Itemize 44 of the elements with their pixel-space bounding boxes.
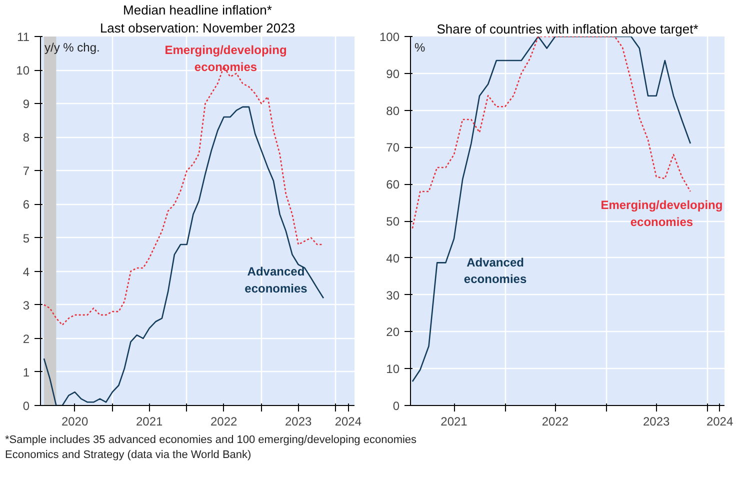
y-tick-label: 60 [386, 178, 400, 192]
text: *Sample includes 35 advanced economies and 100 emerging/developing economies [5, 434, 417, 446]
y-tick-label: 20 [386, 325, 400, 340]
text: Emerging/developing economies [600, 198, 723, 230]
y-tick-label: 90 [386, 66, 400, 81]
y-tick-label: 50 [386, 214, 400, 228]
y-tick-label: 0 [22, 399, 30, 413]
x-tick-label: 2023 [285, 414, 312, 428]
y-tick-label: 4 [22, 264, 30, 279]
y-tick-label: 10 [16, 64, 30, 78]
x-tick-label: 2020 [61, 414, 88, 428]
y-tick-label: 5 [22, 231, 30, 246]
y-tick-label: 70 [386, 140, 400, 155]
y-tick-label: 8 [22, 130, 30, 145]
y-tick-label: 0 [392, 399, 400, 413]
y-axis-title: % [414, 40, 426, 54]
y-tick-label: 6 [22, 198, 30, 212]
series-label: Emerging/developing economies [164, 43, 287, 74]
y-tick-label: 30 [386, 288, 400, 302]
chart-title: Median headline inflation* [123, 2, 272, 18]
line-series [43, 106, 324, 406]
y-tick-label: 2 [22, 332, 30, 346]
series-label: Advanced economies [244, 264, 308, 296]
chart-subtitle: Last observation: November 2023 [100, 20, 296, 36]
x-tick-label: 2021 [440, 414, 468, 428]
y-tick-label: 100 [379, 30, 400, 44]
y-tick-label: 9 [22, 97, 30, 112]
y-tick-label: 40 [386, 251, 400, 266]
x-tick-label: 2022 [210, 414, 238, 428]
series-label: Advanced economies [464, 255, 527, 286]
y-tick-label: 7 [22, 164, 30, 178]
chart-title: Share of countries with inflation above target* [436, 22, 698, 36]
x-tick-label: 2024 [706, 414, 734, 428]
y-tick-label: 1 [22, 365, 30, 380]
y-tick-label: 80 [386, 104, 400, 118]
y-tick-label: 10 [386, 362, 400, 376]
y-tick-label: 3 [22, 298, 30, 312]
x-tick-label: 2021 [136, 414, 163, 428]
x-tick-label: 2023 [642, 414, 670, 428]
y-axis-title: y/y % chg. [44, 40, 100, 54]
y-tick-label: 11 [17, 30, 30, 44]
text: Economics and Strategy (data via the World Bank) [5, 449, 252, 461]
x-tick-label: 2024 [334, 414, 362, 428]
x-tick-label: 2022 [542, 414, 569, 428]
